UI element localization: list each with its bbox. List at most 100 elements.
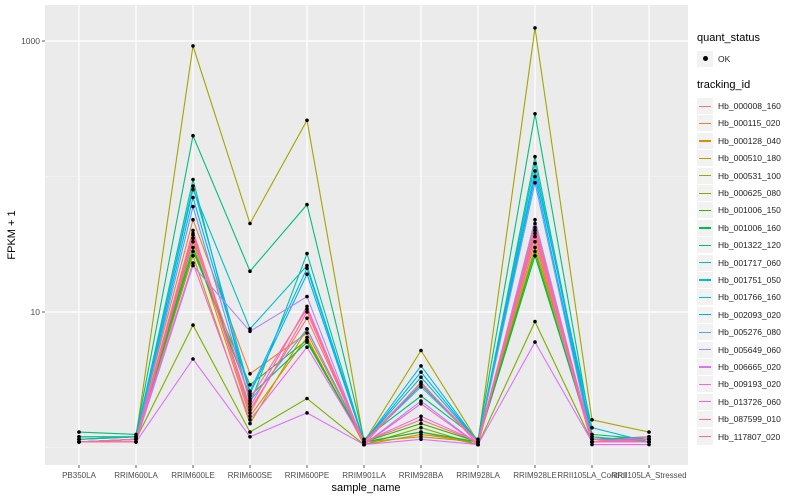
data-point (590, 435, 594, 439)
legend-key (697, 341, 713, 358)
data-point (305, 304, 309, 309)
legend-entry: Hb_009193_020 (697, 376, 781, 393)
legend-label: Hb_000115_020 (718, 118, 781, 129)
data-point (191, 44, 195, 48)
data-point (533, 239, 537, 244)
data-point (248, 402, 252, 406)
legend-key (697, 202, 713, 219)
legend-entry: Hb_000531_100 (697, 167, 781, 184)
shape-legend-entry: OK (697, 50, 781, 67)
data-point (533, 221, 537, 226)
data-point (590, 442, 594, 447)
x-tick-label: RRIM928LA (456, 471, 500, 480)
data-point (191, 254, 195, 258)
color-legend: Hb_000008_160 Hb_000115_020 Hb_000128_040 H… (697, 97, 781, 445)
data-point (248, 418, 252, 422)
legend-key (697, 98, 713, 115)
line-swatch-icon (699, 157, 711, 159)
data-point (248, 435, 252, 439)
legend-key (697, 50, 713, 67)
data-point (533, 245, 537, 250)
legend-label: Hb_001751_050 (718, 274, 781, 285)
line-swatch-icon (699, 175, 711, 177)
data-point (191, 249, 195, 254)
data-point (476, 440, 480, 444)
legend-label: Hb_001006_160 (718, 222, 781, 233)
data-point (134, 435, 138, 439)
data-point (647, 440, 651, 444)
legend-entry: Hb_001006_160 (697, 219, 781, 236)
line-swatch-icon (699, 192, 711, 194)
data-point (191, 195, 195, 200)
legend-label: Hb_000625_080 (718, 188, 781, 199)
x-tick-label: RRIM600LA (114, 471, 158, 480)
data-point (191, 357, 195, 361)
data-point (305, 251, 309, 256)
legend-label: Hb_005276_080 (718, 327, 781, 338)
data-point (590, 437, 594, 442)
legend-label: Hb_000510_180 (718, 153, 781, 164)
data-point (533, 169, 537, 173)
point-icon (702, 56, 708, 62)
legend-label: Hb_087599_010 (718, 414, 781, 425)
legend-entry: Hb_000115_020 (697, 115, 781, 132)
x-tick-label: RRIM901LA (342, 471, 386, 480)
data-point (419, 364, 423, 368)
legend-entry: Hb_001717_060 (697, 254, 781, 271)
data-point (191, 184, 195, 188)
data-point (248, 421, 252, 426)
data-point (305, 345, 309, 350)
color-legend-title: tracking_id (697, 79, 751, 92)
legend-key (697, 150, 713, 167)
x-tick-label: RRIM600SE (228, 471, 272, 480)
y-axis: 10 1000 (21, 36, 45, 317)
line-swatch-icon (699, 227, 711, 229)
data-point (419, 380, 423, 384)
legend-entry: Hb_013726_060 (697, 393, 781, 410)
legend-key (697, 219, 713, 236)
data-point (191, 204, 195, 209)
data-point (305, 307, 309, 311)
data-point (647, 437, 651, 442)
data-point (305, 316, 309, 321)
data-point (248, 391, 252, 396)
data-point (305, 263, 309, 268)
data-point (305, 266, 309, 271)
data-point (590, 425, 594, 430)
line-swatch-icon (699, 366, 711, 368)
data-point (419, 375, 423, 380)
legend-key (697, 358, 713, 375)
data-point (305, 272, 309, 277)
data-point (533, 228, 537, 233)
data-point (362, 437, 366, 442)
data-point (191, 236, 195, 241)
data-point (248, 404, 252, 409)
legend-key (697, 132, 713, 149)
data-point (248, 396, 252, 401)
legend-entry: Hb_001322_120 (697, 237, 781, 254)
legend-label: Hb_009193_020 (718, 379, 781, 390)
legend-key (697, 271, 713, 288)
data-point (191, 245, 195, 250)
legend-label: OK (718, 53, 731, 64)
data-point (533, 112, 537, 116)
data-point (248, 399, 252, 403)
line-swatch-icon (699, 401, 711, 403)
data-point (305, 327, 309, 331)
legend-entry: Hb_001751_050 (697, 271, 781, 288)
line-swatch-icon (699, 279, 711, 281)
data-point (191, 263, 195, 268)
data-point (248, 221, 252, 226)
line-swatch-icon (699, 383, 711, 386)
line-swatch-icon (699, 314, 711, 316)
data-point (305, 331, 309, 335)
data-point (647, 435, 651, 439)
legend-label: Hb_000128_040 (718, 135, 781, 146)
legend-key (697, 237, 713, 254)
data-point (248, 407, 252, 412)
legend-entry: Hb_000008_160 (697, 97, 781, 115)
line-swatch-icon (699, 244, 711, 246)
x-tick-label: RRII105LA_Stressed (611, 471, 686, 480)
data-point (191, 217, 195, 222)
